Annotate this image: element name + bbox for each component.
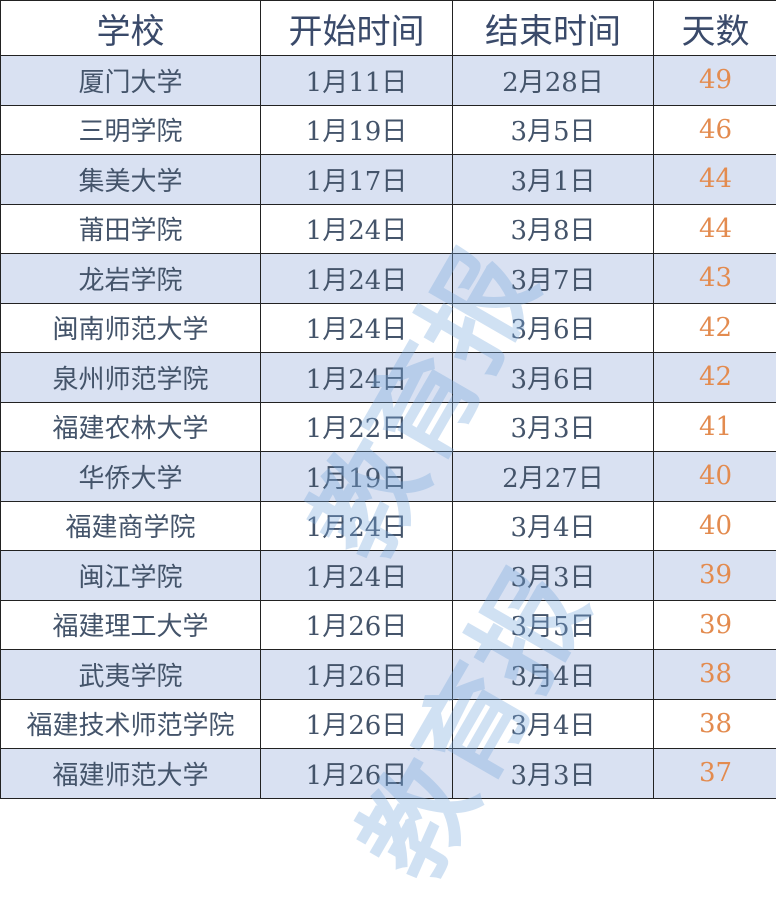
cell-school: 集美大学 [1, 155, 261, 205]
cell-end: 3月1日 [453, 155, 654, 205]
cell-days: 39 [654, 551, 776, 601]
cell-start: 1月24日 [261, 303, 453, 353]
cell-start: 1月24日 [261, 501, 453, 551]
cell-days: 44 [654, 204, 776, 254]
cell-start: 1月24日 [261, 551, 453, 601]
cell-days: 42 [654, 303, 776, 353]
cell-start: 1月11日 [261, 56, 453, 106]
cell-end: 3月6日 [453, 353, 654, 403]
cell-days: 37 [654, 749, 776, 799]
cell-end: 3月3日 [453, 402, 654, 452]
cell-start: 1月24日 [261, 353, 453, 403]
cell-school: 龙岩学院 [1, 254, 261, 304]
cell-end: 3月6日 [453, 303, 654, 353]
cell-end: 2月27日 [453, 452, 654, 502]
cell-school: 福建理工大学 [1, 600, 261, 650]
cell-school: 华侨大学 [1, 452, 261, 502]
cell-days: 38 [654, 650, 776, 700]
cell-start: 1月17日 [261, 155, 453, 205]
cell-school: 泉州师范学院 [1, 353, 261, 403]
cell-end: 3月4日 [453, 650, 654, 700]
cell-school: 闽江学院 [1, 551, 261, 601]
cell-start: 1月26日 [261, 650, 453, 700]
cell-end: 3月3日 [453, 551, 654, 601]
cell-days: 41 [654, 402, 776, 452]
cell-end: 3月4日 [453, 501, 654, 551]
cell-start: 1月26日 [261, 749, 453, 799]
cell-school: 莆田学院 [1, 204, 261, 254]
cell-start: 1月19日 [261, 452, 453, 502]
cell-days: 44 [654, 155, 776, 205]
cell-school: 武夷学院 [1, 650, 261, 700]
cell-start: 1月22日 [261, 402, 453, 452]
cell-end: 3月5日 [453, 105, 654, 155]
cell-school: 福建农林大学 [1, 402, 261, 452]
cell-end: 3月4日 [453, 699, 654, 749]
cell-start: 1月26日 [261, 699, 453, 749]
cell-school: 福建师范大学 [1, 749, 261, 799]
cell-end: 3月5日 [453, 600, 654, 650]
cell-start: 1月26日 [261, 600, 453, 650]
cell-days: 40 [654, 501, 776, 551]
cell-school: 福建技术师范学院 [1, 699, 261, 749]
cell-school: 闽南师范大学 [1, 303, 261, 353]
header-days: 天数 [654, 1, 776, 56]
cell-school: 福建商学院 [1, 501, 261, 551]
cell-days: 46 [654, 105, 776, 155]
cell-days: 43 [654, 254, 776, 304]
cell-days: 42 [654, 353, 776, 403]
cell-days: 38 [654, 699, 776, 749]
header-row: 学校 开始时间 结束时间 天数 [1, 1, 776, 56]
cell-school: 三明学院 [1, 105, 261, 155]
cell-start: 1月19日 [261, 105, 453, 155]
header-school: 学校 [1, 1, 261, 56]
cell-school: 厦门大学 [1, 56, 261, 106]
header-end: 结束时间 [453, 1, 654, 56]
cell-end: 2月28日 [453, 56, 654, 106]
cell-end: 3月3日 [453, 749, 654, 799]
cell-start: 1月24日 [261, 254, 453, 304]
header-start: 开始时间 [261, 1, 453, 56]
cell-start: 1月24日 [261, 204, 453, 254]
cell-days: 40 [654, 452, 776, 502]
cell-end: 3月8日 [453, 204, 654, 254]
cell-days: 39 [654, 600, 776, 650]
cell-end: 3月7日 [453, 254, 654, 304]
cell-days: 49 [654, 56, 776, 106]
